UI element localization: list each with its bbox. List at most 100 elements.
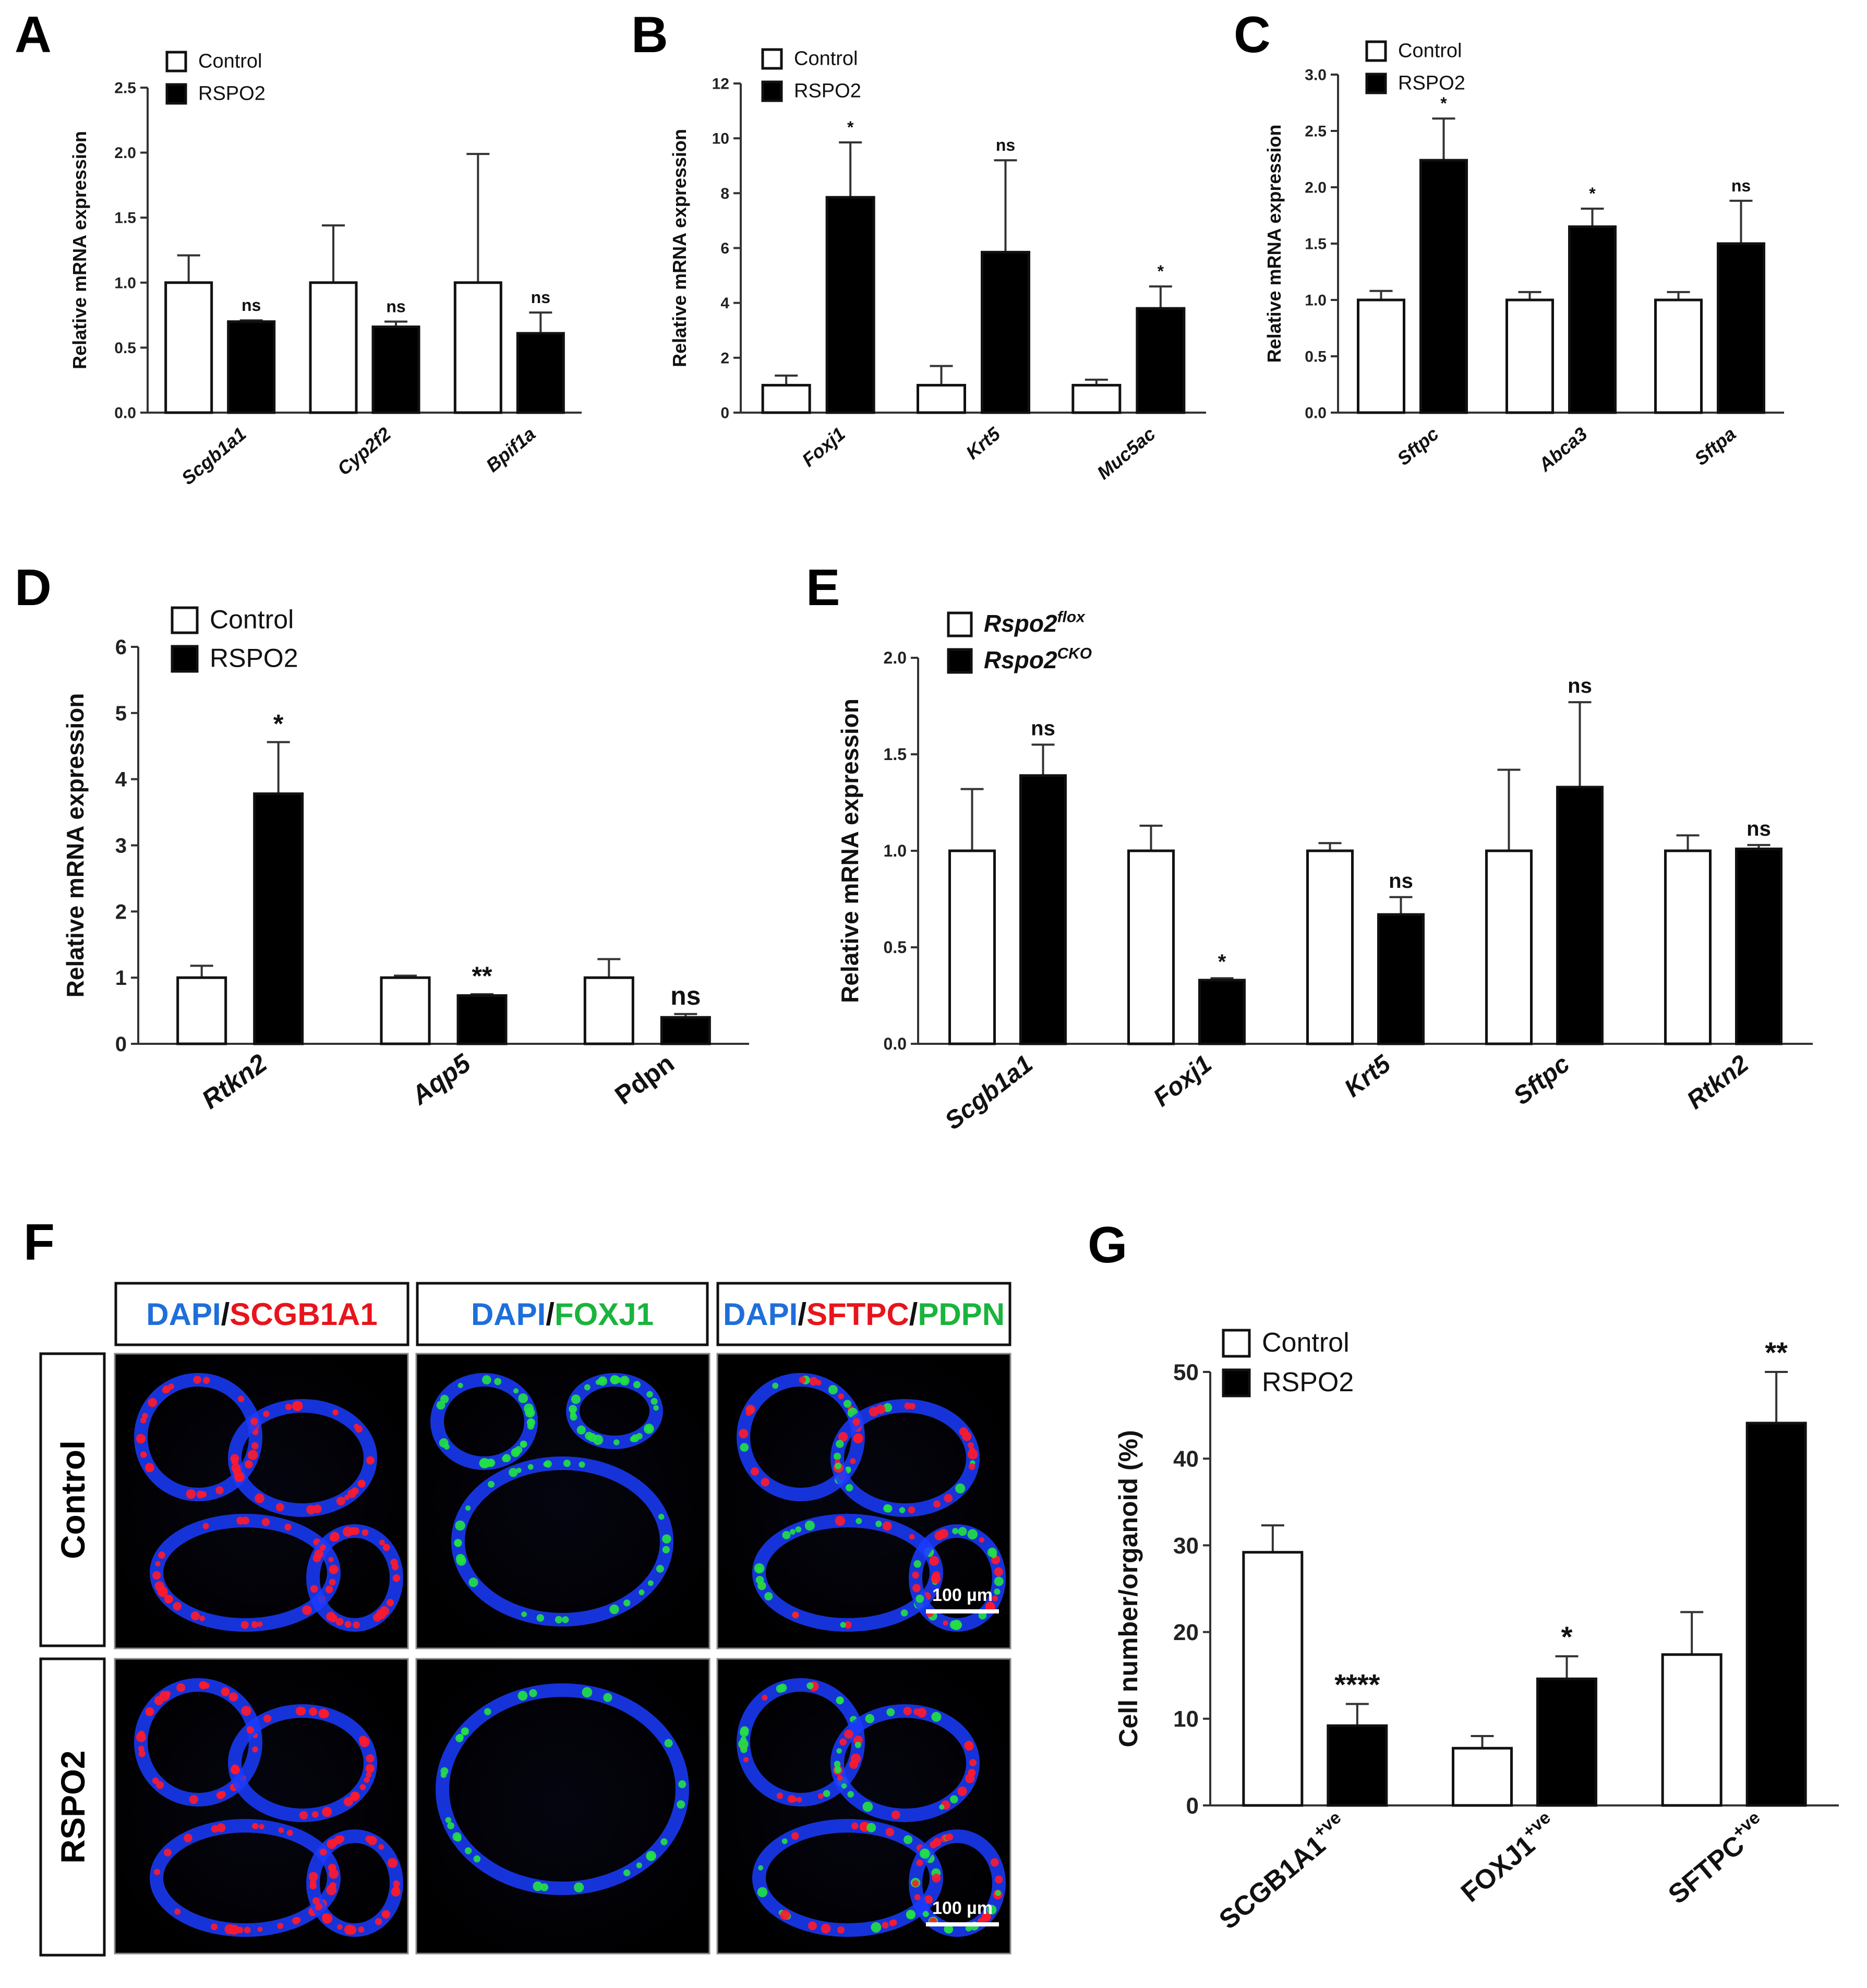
significance-label: ns [670, 981, 701, 1010]
stain-dot [261, 1518, 270, 1526]
stain-dot [158, 1551, 165, 1559]
stain-dot [939, 1804, 945, 1810]
stain-dot [326, 1885, 337, 1896]
tissue-ring [134, 1678, 262, 1806]
stain-dot [738, 1739, 749, 1750]
stain-dot [355, 1425, 363, 1433]
y-tick-label: 5 [115, 702, 127, 725]
y-tick-label: 12 [712, 76, 729, 93]
stain-dot [969, 1758, 977, 1767]
stain-dot [336, 1497, 345, 1506]
y-tick-label: 2.5 [114, 80, 136, 97]
y-tick-label: 50 [1173, 1359, 1199, 1385]
stain-dot [900, 1609, 908, 1617]
stain-dot [743, 1757, 749, 1763]
y-tick-label: 0 [1186, 1793, 1199, 1818]
stain-dot [447, 1822, 454, 1829]
scale-bar [926, 1922, 999, 1926]
bar [1536, 1677, 1597, 1807]
y-tick-label: 0.0 [114, 405, 136, 422]
legend-label: Control [210, 605, 294, 634]
stain-dot [778, 1683, 787, 1692]
category-label: Krt5 [1340, 1050, 1396, 1103]
stain-dot [912, 1880, 919, 1887]
bar [164, 281, 213, 414]
category-label: Foxj1 [798, 423, 849, 471]
stain-dot [610, 1375, 620, 1384]
legend-label: Control [794, 48, 858, 70]
stain-dot [929, 1556, 939, 1566]
stain-dot [140, 1417, 147, 1424]
stain-dot [484, 1708, 491, 1716]
bar [917, 383, 966, 414]
y-tick-label: 4 [115, 768, 127, 791]
stain-dot [955, 1483, 966, 1493]
stain-dot [536, 1614, 545, 1622]
stain-dot [367, 1836, 377, 1846]
scale-bar-label: 100 µm [932, 1585, 993, 1605]
stain-dot [216, 1791, 225, 1800]
stain-dot [343, 1797, 353, 1806]
stain-dot [660, 1838, 668, 1846]
stain-dot [257, 1621, 263, 1627]
stain-dot [884, 1504, 893, 1513]
stain-dot [916, 1859, 923, 1866]
legend-swatch [171, 606, 199, 634]
stain-dot [284, 1523, 292, 1531]
y-tick-label: 2.0 [114, 144, 136, 162]
stain-dot [841, 1783, 847, 1789]
stain-dot [330, 1532, 340, 1542]
stain-dot [958, 1527, 967, 1536]
y-tick-label: 1.0 [884, 841, 907, 860]
y-tick-label: 1.5 [1305, 236, 1327, 253]
stain-dot [933, 1500, 941, 1508]
stain-dot [856, 1517, 862, 1524]
stain-dot [899, 1507, 906, 1513]
stain-dot [891, 1810, 900, 1820]
legend-swatch [1365, 73, 1387, 94]
stain-dot [379, 1539, 385, 1546]
stain-dot [457, 1382, 463, 1389]
stain-dot [799, 1376, 806, 1383]
stain-dot [835, 1462, 841, 1469]
stain-dot [517, 1691, 528, 1701]
stain-dot [653, 1405, 659, 1411]
stain-dot [275, 1503, 284, 1512]
stain-dot [392, 1563, 399, 1571]
stain-dot [576, 1425, 586, 1435]
y-tick-label: 6 [115, 636, 127, 659]
stain-dot [263, 1714, 272, 1723]
stain-dot [791, 1832, 799, 1840]
stain-dot [828, 1385, 838, 1395]
significance-label: ns [1568, 674, 1592, 697]
y-tick-label: 40 [1173, 1447, 1199, 1472]
stain-dot [850, 1753, 861, 1764]
stain-dot [358, 1480, 365, 1487]
legend-label: Control [198, 51, 262, 73]
category-label: Rtkn2 [197, 1048, 272, 1114]
stain-dot [230, 1454, 239, 1463]
legend-swatch [761, 48, 783, 70]
stain-dot [600, 1378, 606, 1384]
stain-dot [968, 1442, 974, 1449]
stain-dot [156, 1781, 164, 1789]
significance-label: ns [242, 296, 261, 315]
stain-dot [353, 1621, 360, 1629]
significance-label: * [1158, 262, 1164, 281]
stain-dot [647, 1580, 654, 1586]
stain-dot [455, 1734, 464, 1742]
stain-dot [890, 1919, 897, 1926]
category-label: Cyp2f2 [333, 423, 395, 480]
stain-dot [211, 1923, 218, 1931]
stain-dot [247, 1450, 258, 1460]
stain-dot [329, 1865, 335, 1871]
stain-dot [328, 1869, 339, 1879]
stain-dot [968, 1463, 975, 1470]
stain-dot [853, 1735, 863, 1745]
significance-label: ns [1746, 817, 1771, 840]
bar [1556, 786, 1604, 1045]
col-header-3: DAPI/SFTPC/PDPN [723, 1297, 1005, 1332]
panel-label-g: G [1088, 1216, 1127, 1273]
stain-dot [772, 1382, 779, 1389]
stain-dot [488, 1480, 495, 1488]
